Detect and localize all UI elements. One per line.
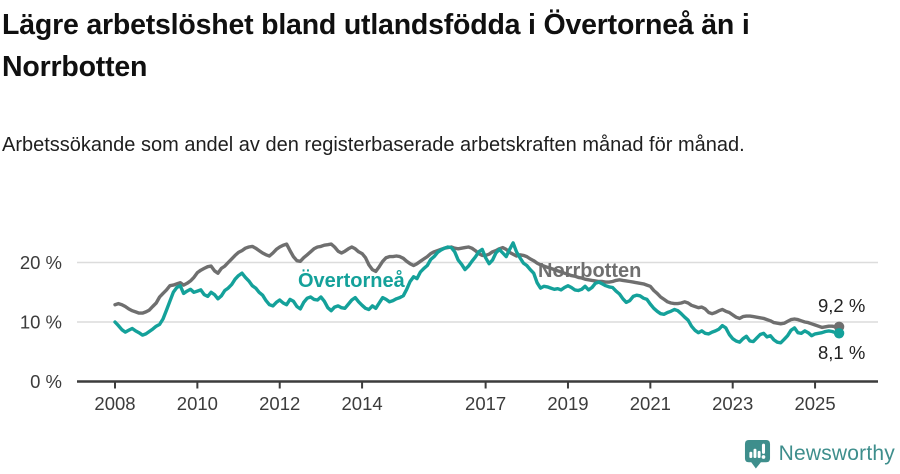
series-label-norrbotten: Norrbotten (538, 260, 642, 282)
end-value-label-overtornea: 8,1 % (818, 342, 866, 363)
end-value-label-norrbotten: 9,2 % (818, 295, 866, 316)
newsworthy-logo: Newsworthy (744, 439, 895, 469)
series-label-overtornea: Övertorneå (298, 270, 405, 292)
x-axis-tick-label: 2021 (630, 393, 671, 414)
newsworthy-logo-icon (744, 440, 770, 469)
x-axis-tick-label: 2008 (94, 393, 135, 414)
y-axis-tick-label: 10 % (20, 312, 62, 333)
chart-subtitle: Arbetssökande som andel av den registerb… (2, 134, 745, 156)
y-axis-tick-label: 20 % (20, 252, 62, 273)
chart-title: Lägre arbetslöshet bland utlandsfödda i … (2, 9, 750, 84)
newsworthy-logo-text: Newsworthy (778, 442, 895, 465)
x-axis-tick-label: 2019 (547, 393, 588, 414)
x-axis-tick-label: 2025 (794, 393, 835, 414)
x-axis-tick-label: 2012 (259, 393, 300, 414)
x-axis-tick-label: 2023 (712, 393, 753, 414)
series-end-dot-overtornea (833, 328, 845, 339)
x-axis-tick-label: 2010 (177, 393, 218, 414)
series-line-overtornea (113, 241, 841, 345)
y-axis-tick-label: 0 % (30, 371, 62, 392)
x-axis-tick-label: 2017 (465, 393, 506, 414)
x-axis-tick-label: 2014 (342, 393, 383, 414)
